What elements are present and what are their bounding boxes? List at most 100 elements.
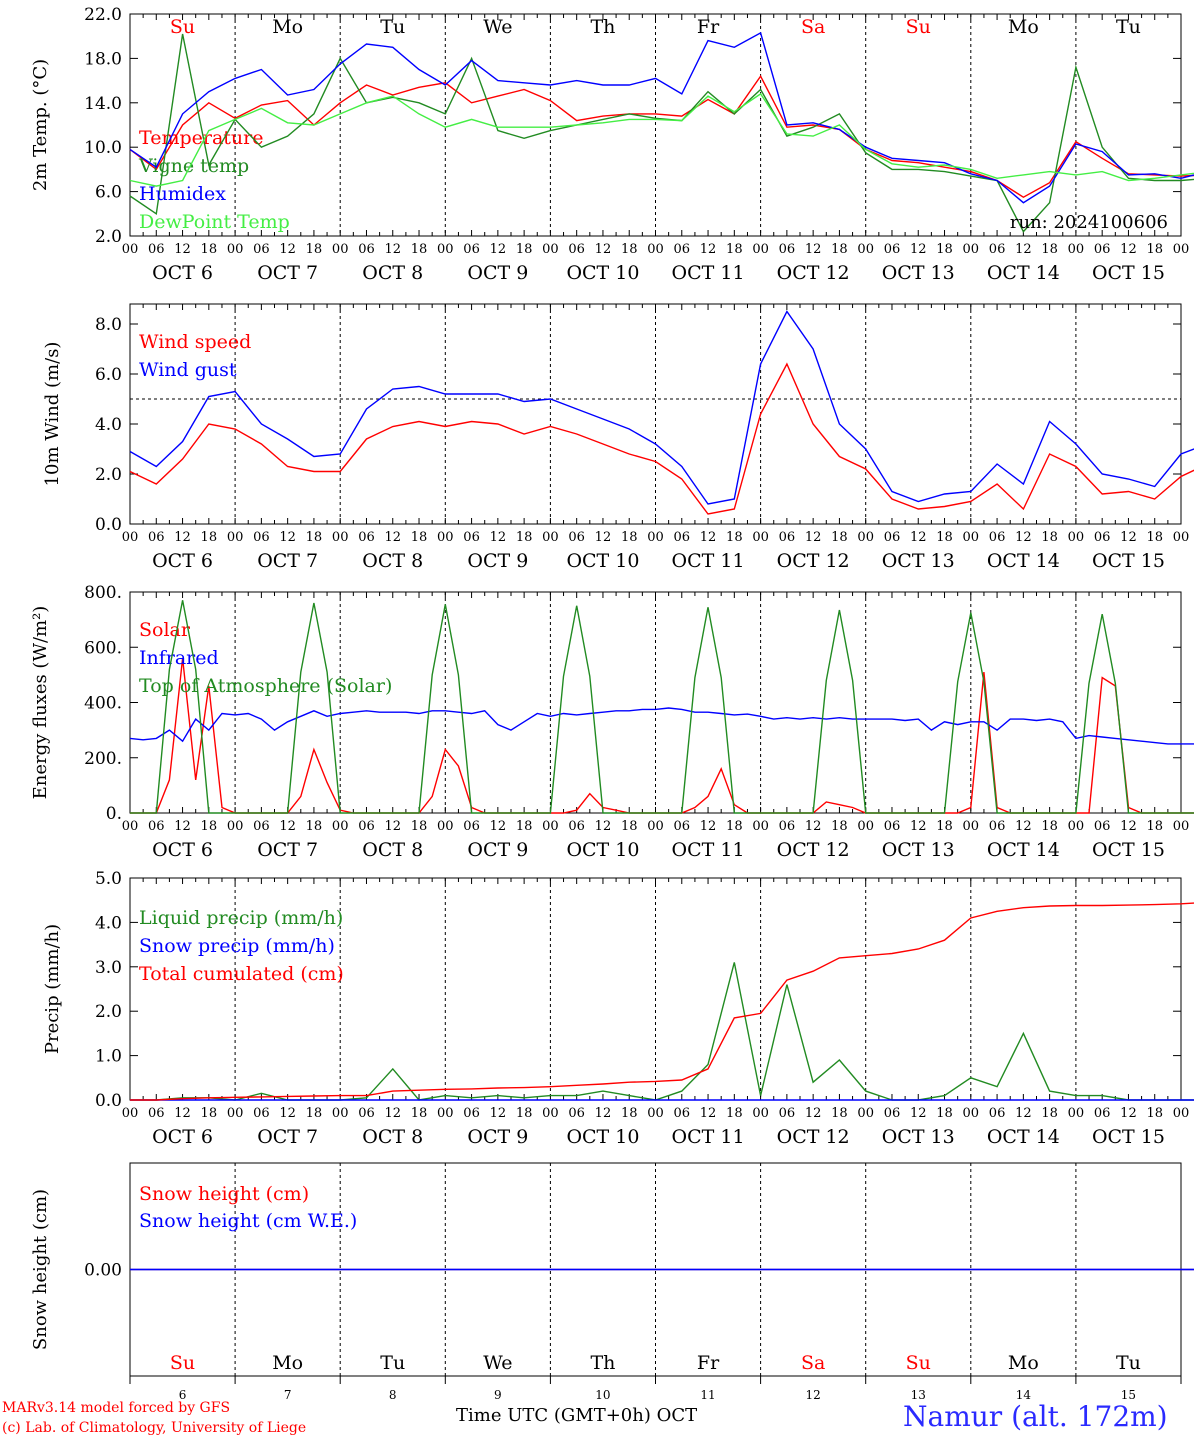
hour-label: 06 <box>148 819 165 834</box>
hour-label: 06 <box>884 1106 901 1121</box>
hour-label: 00 <box>332 1106 349 1121</box>
hour-label: 12 <box>805 530 822 545</box>
date-label: OCT 12 <box>777 1126 850 1148</box>
date-label: OCT 8 <box>362 550 423 572</box>
hour-label: 00 <box>437 242 454 257</box>
y-tick-label: 0.0 <box>95 515 122 535</box>
hour-label: 00 <box>1173 242 1190 257</box>
hour-label: 00 <box>647 819 664 834</box>
hour-label: 12 <box>805 242 822 257</box>
hour-label: 18 <box>411 242 428 257</box>
weekday-label: Tu <box>380 16 405 38</box>
legend-entry: Snow height (cm) <box>139 1183 309 1205</box>
hour-label: 06 <box>463 1106 480 1121</box>
date-label: OCT 15 <box>1092 262 1165 284</box>
legend-entry: Liquid precip (mm/h) <box>139 907 343 929</box>
hour-label: 00 <box>647 1106 664 1121</box>
y-tick-label: 600. <box>84 638 122 658</box>
hour-label: 00 <box>437 819 454 834</box>
hour-label: 12 <box>174 530 191 545</box>
hour-label: 18 <box>936 242 953 257</box>
hour-label: 00 <box>227 530 244 545</box>
date-label: OCT 15 <box>1092 550 1165 572</box>
date-label: OCT 8 <box>362 262 423 284</box>
hour-label: 06 <box>674 530 691 545</box>
hour-label: 18 <box>306 242 323 257</box>
hour-label: 00 <box>647 530 664 545</box>
hour-label: 06 <box>674 1106 691 1121</box>
date-label: OCT 14 <box>987 1126 1060 1148</box>
hour-label: 12 <box>279 242 296 257</box>
hour-label: 00 <box>963 819 980 834</box>
date-label: OCT 9 <box>467 262 528 284</box>
hour-label: 18 <box>936 1106 953 1121</box>
hour-label: 00 <box>1068 530 1085 545</box>
hour-label: 12 <box>279 1106 296 1121</box>
hour-label: 06 <box>568 1106 585 1121</box>
station-label: Namur (alt. 172m) <box>903 1400 1168 1433</box>
date-label: OCT 11 <box>672 262 745 284</box>
hour-label: 12 <box>1120 242 1137 257</box>
hour-label: 18 <box>1041 530 1058 545</box>
hour-label: 00 <box>122 530 139 545</box>
series-line <box>129 33 1194 233</box>
weekday-label: Fr <box>697 16 720 38</box>
hour-label: 00 <box>857 530 874 545</box>
y-axis-label: Energy fluxes (W/m²) <box>30 606 51 800</box>
hour-label: 06 <box>253 530 270 545</box>
y-tick-label: 6.0 <box>95 365 122 385</box>
panel-1: 00 06 12 18 00 06 12 18 00 06 12 18 00 06 12 18 00 06 12 18… <box>30 5 1194 284</box>
hour-label: 12 <box>805 1106 822 1121</box>
hour-label: 06 <box>1094 242 1111 257</box>
y-axis-label: Snow height (cm) <box>30 1189 51 1350</box>
hour-label: 12 <box>910 530 927 545</box>
y-tick-label: 18.0 <box>84 49 122 69</box>
weekday-label: Mo <box>272 1352 303 1374</box>
y-tick-label: 22.0 <box>84 5 122 25</box>
hour-label: 06 <box>463 530 480 545</box>
date-label: OCT 10 <box>566 262 639 284</box>
hour-label: 12 <box>279 530 296 545</box>
series-line <box>129 362 1194 515</box>
x-axis-month-label: OCT <box>656 1405 698 1426</box>
date-label: OCT 11 <box>672 550 745 572</box>
date-label: OCT 12 <box>777 550 850 572</box>
day-number-label: 10 <box>595 1388 610 1402</box>
hour-label: 18 <box>936 819 953 834</box>
hour-label: 00 <box>332 242 349 257</box>
hour-label: 06 <box>148 1106 165 1121</box>
hour-label: 06 <box>779 242 796 257</box>
day-number-label: 8 <box>389 1388 397 1402</box>
hour-label: 18 <box>936 530 953 545</box>
hour-label: 06 <box>253 819 270 834</box>
hour-label: 06 <box>779 1106 796 1121</box>
day-number-label: 7 <box>284 1388 292 1402</box>
hour-label: 06 <box>989 530 1006 545</box>
hour-label: 12 <box>595 819 612 834</box>
x-axis-time-label: Time UTC (GMT+0h) <box>456 1405 651 1426</box>
hour-label: 06 <box>989 819 1006 834</box>
hour-label: 18 <box>1146 530 1163 545</box>
hour-label: 12 <box>384 819 401 834</box>
date-label: OCT 14 <box>987 262 1060 284</box>
hour-label: 18 <box>516 1106 533 1121</box>
hour-label: 00 <box>1068 819 1085 834</box>
hour-label: 18 <box>726 242 743 257</box>
panel-2: 00 06 12 18 00 06 12 18 00 06 12 18 00 06 12 18 00 06 12 18… <box>42 303 1194 572</box>
hour-label: 12 <box>910 1106 927 1121</box>
date-label: OCT 6 <box>152 262 213 284</box>
y-axis-label: Precip (mm/h) <box>42 924 63 1054</box>
hour-label: 00 <box>963 1106 980 1121</box>
hour-label: 06 <box>674 819 691 834</box>
date-label: OCT 7 <box>257 1126 318 1148</box>
hour-label: 00 <box>857 819 874 834</box>
hour-label: 12 <box>174 819 191 834</box>
hour-label: 06 <box>779 530 796 545</box>
weekday-label: Su <box>170 1352 195 1374</box>
run-annotation: run: 2024100606 <box>1010 212 1168 233</box>
hour-label: 12 <box>1120 530 1137 545</box>
hour-label: 12 <box>174 242 191 257</box>
hour-label: 18 <box>1041 819 1058 834</box>
hour-label: 00 <box>857 1106 874 1121</box>
